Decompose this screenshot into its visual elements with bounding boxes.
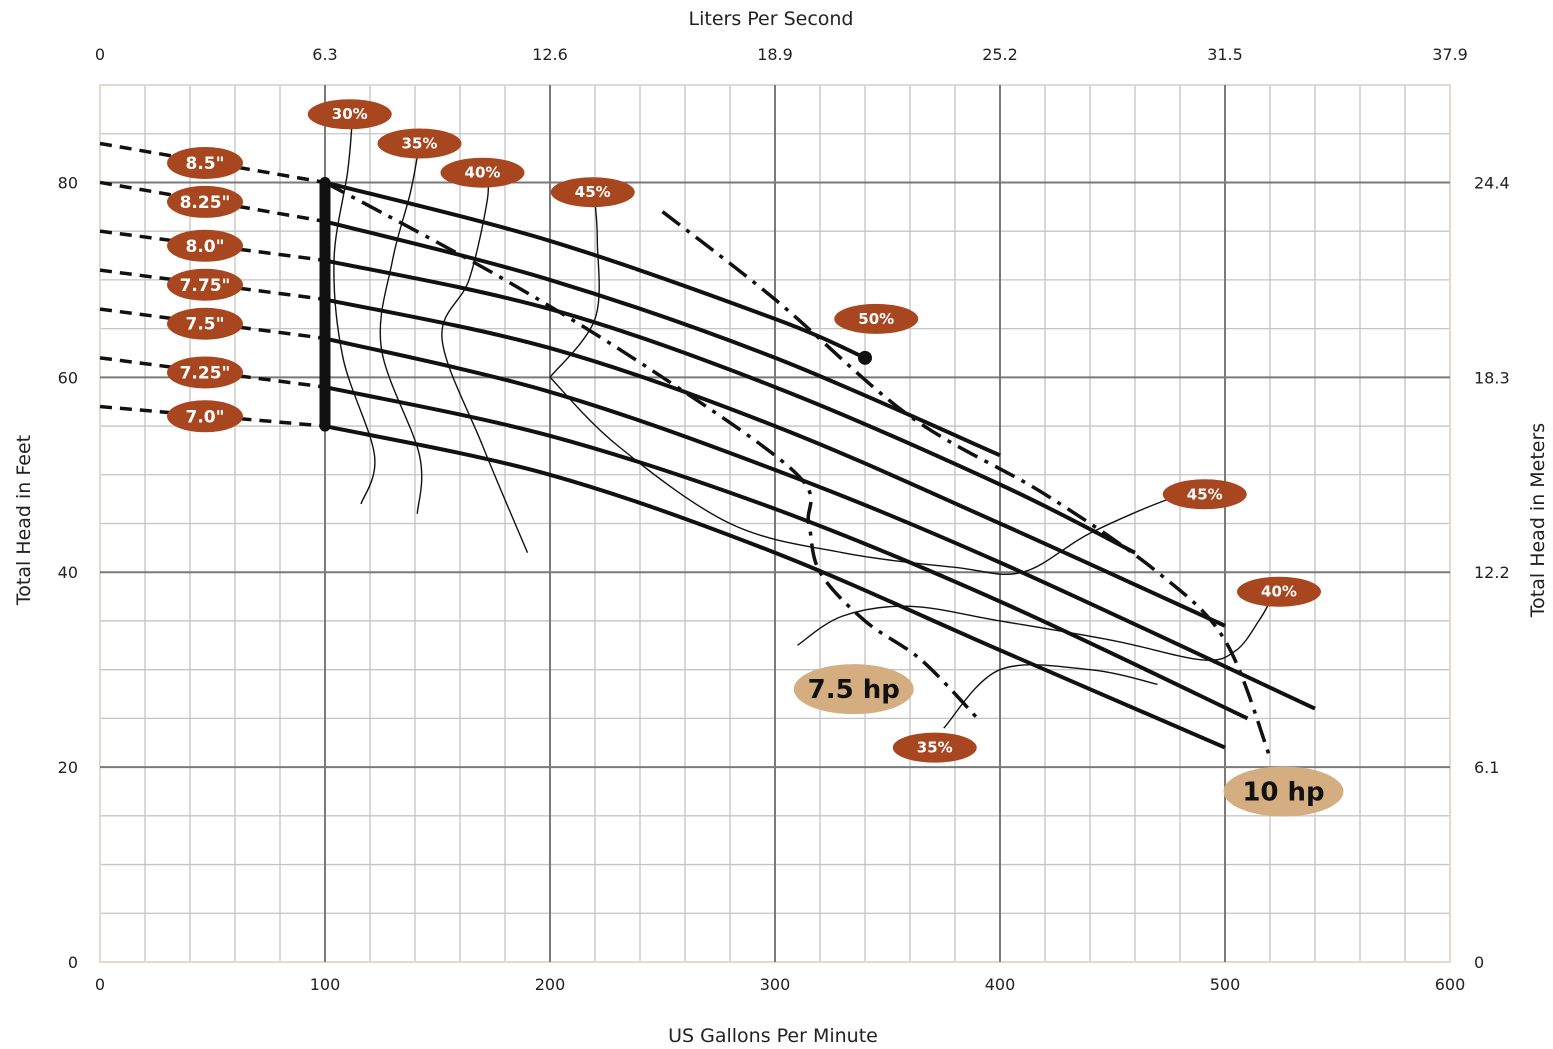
x-axis-title: US Gallons Per Minute <box>668 1025 878 1047</box>
hp-curve <box>661 210 1272 759</box>
y2-axis-title: Total Head in Meters <box>1527 423 1549 618</box>
x-tick-label: 200 <box>535 975 566 994</box>
impeller-lead-in <box>99 268 326 302</box>
impeller-lead-in <box>99 404 326 428</box>
efficiency-badge <box>377 128 462 159</box>
x-tick-label: 300 <box>760 975 791 994</box>
impeller-size-badge <box>167 356 243 389</box>
y-tick-label: 0 <box>68 953 78 972</box>
x2-axis-title: Liters Per Second <box>689 8 854 30</box>
impeller-size-label: 8.25" <box>180 193 231 213</box>
efficiency-label: 35% <box>917 739 953 757</box>
efficiency-badge <box>892 732 977 763</box>
efficiency-curve <box>797 601 1271 661</box>
impeller-curve <box>324 297 1226 628</box>
x2-tick-label: 37.9 <box>1432 45 1468 64</box>
impeller-lead-in <box>99 141 326 185</box>
impeller-curve <box>324 258 1136 555</box>
hp-badge <box>1223 766 1344 817</box>
impeller-size-badge <box>167 229 243 262</box>
hp-curve <box>324 180 979 720</box>
x-tick-label: 0 <box>95 975 105 994</box>
efficiency-badge <box>834 303 919 334</box>
impeller-size-badge <box>167 400 243 433</box>
efficiency-badge <box>440 157 525 188</box>
hp-label: 10 hp <box>1242 777 1324 807</box>
y-tick-label: 40 <box>58 563 78 582</box>
impeller-size-badge <box>167 185 243 218</box>
impeller-size-label: 8.5" <box>186 154 225 174</box>
x-tick-label: 600 <box>1435 975 1466 994</box>
impeller-lead-in <box>99 307 326 341</box>
impeller-size-badge <box>167 268 243 301</box>
head-curves <box>99 123 1316 759</box>
efficiency-label: 30% <box>332 105 368 123</box>
impeller-size-label: 7.75" <box>180 276 231 296</box>
efficiency-label: 35% <box>402 134 438 152</box>
impeller-lead-in <box>99 180 326 224</box>
impeller-size-label: 7.0" <box>186 407 225 427</box>
impeller-size-label: 7.25" <box>180 363 231 383</box>
x2-tick-label: 31.5 <box>1207 45 1243 64</box>
x2-tick-label: 6.3 <box>312 45 337 64</box>
y2-tick-label: 18.3 <box>1474 368 1510 387</box>
efficiency-badge <box>550 177 635 208</box>
impeller-size-badge <box>167 146 243 179</box>
efficiency-curve <box>333 123 376 505</box>
x-tick-label: 100 <box>310 975 341 994</box>
efficiency-label: 45% <box>1187 485 1223 503</box>
efficiency-badge <box>1162 479 1247 510</box>
bep-point <box>858 350 872 365</box>
efficiency-label: 50% <box>858 310 894 328</box>
y2-tick-label: 0 <box>1474 953 1484 972</box>
x-tick-label: 400 <box>985 975 1016 994</box>
efficiency-label: 45% <box>575 183 611 201</box>
y2-tick-label: 12.2 <box>1474 563 1510 582</box>
x2-tick-label: 18.9 <box>757 45 793 64</box>
x2-tick-label: 25.2 <box>982 45 1018 64</box>
efficiency-curve <box>943 664 1158 729</box>
efficiency-badge <box>307 99 392 130</box>
efficiency-curve <box>549 376 1203 575</box>
impeller-curve <box>324 424 1226 750</box>
x2-tick-label: 0 <box>95 45 105 64</box>
y-tick-label: 80 <box>58 173 78 192</box>
y-axis-title: Total Head in Feet <box>13 435 35 606</box>
impeller-lead-in <box>99 356 326 389</box>
impeller-lead-in <box>99 229 326 263</box>
hp-badge <box>793 664 914 715</box>
y-tick-label: 20 <box>58 758 78 777</box>
x-tick-label: 500 <box>1210 975 1241 994</box>
chart-annotations: 8.5" 8.25" 8.0" 7.75" 7.5" 7.25" 7.0" 30% 35% 40%… <box>167 99 1344 817</box>
impeller-size-label: 7.5" <box>186 315 225 335</box>
efficiency-label: 40% <box>465 164 501 182</box>
impeller-size-label: 8.0" <box>186 237 225 257</box>
x2-tick-label: 12.6 <box>532 45 568 64</box>
efficiency-label: 40% <box>1261 583 1297 601</box>
impeller-curve <box>324 385 1249 721</box>
impeller-curve <box>324 219 1001 458</box>
y2-tick-label: 24.4 <box>1474 173 1510 192</box>
efficiency-badge <box>1237 576 1321 607</box>
impeller-curve <box>324 180 866 360</box>
impeller-size-badge <box>167 307 243 340</box>
y-tick-label: 60 <box>58 368 78 387</box>
impeller-curve <box>324 336 1316 711</box>
y2-tick-label: 6.1 <box>1474 758 1499 777</box>
hp-label: 7.5 hp <box>808 675 900 705</box>
